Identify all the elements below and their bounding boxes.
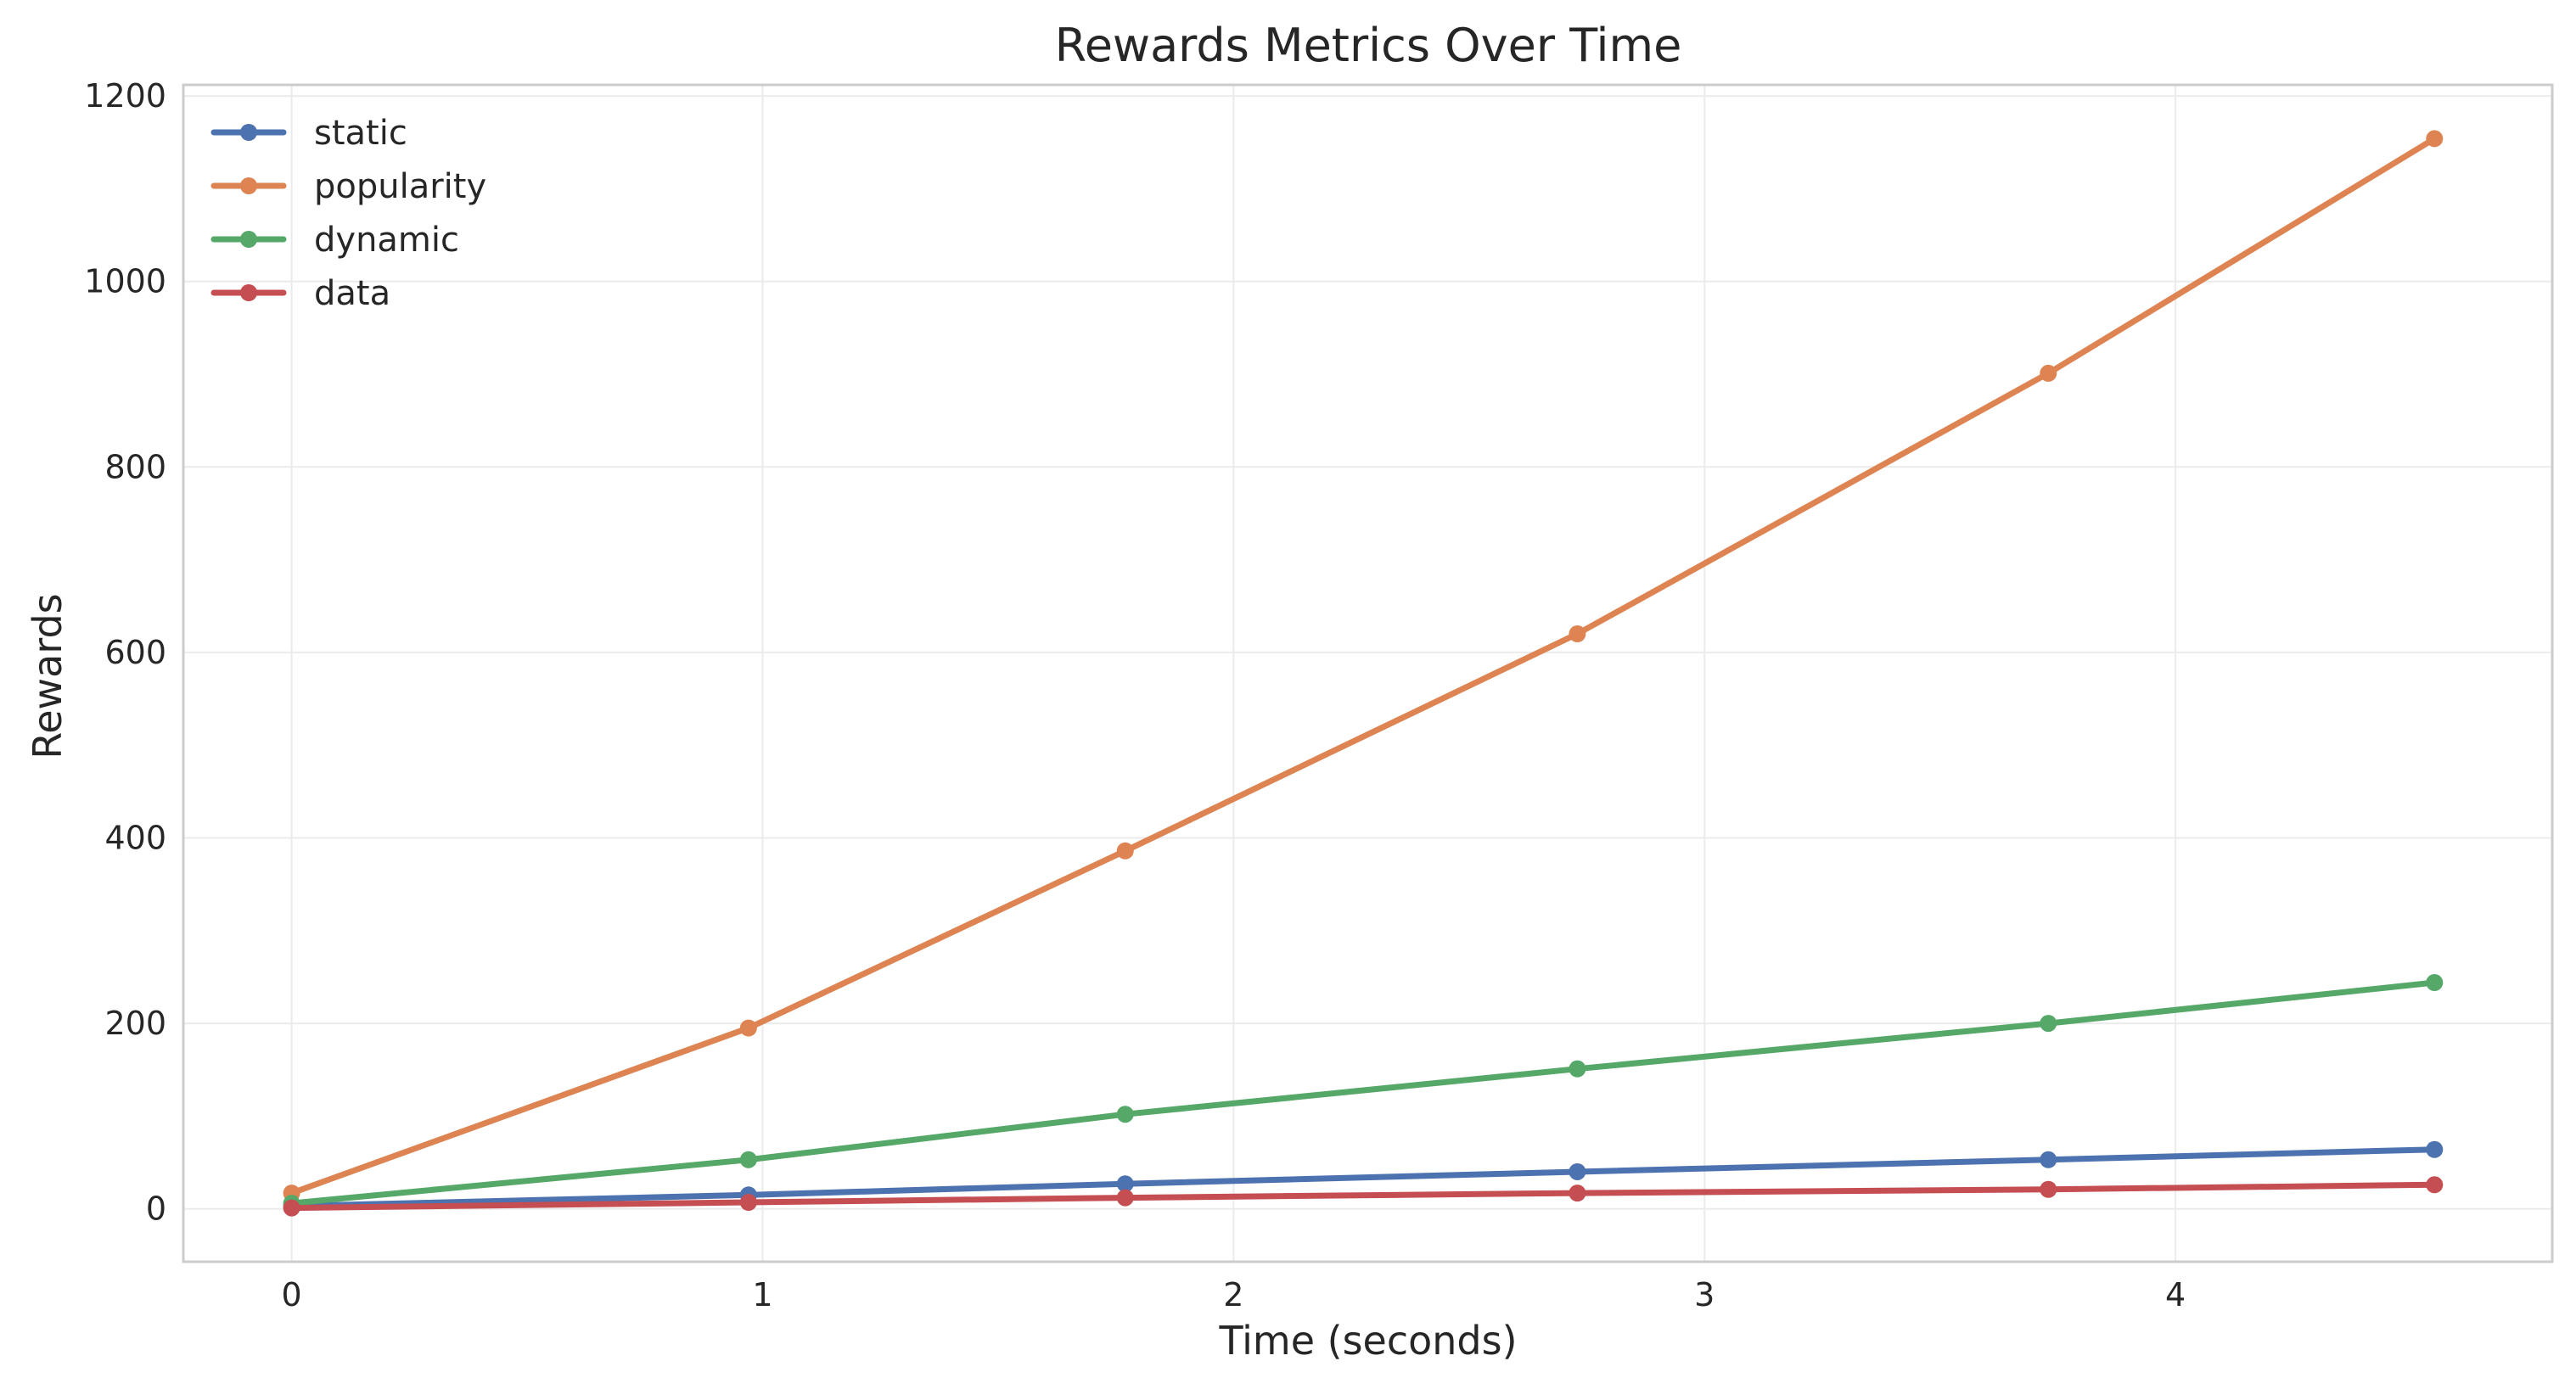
data-point bbox=[739, 1194, 757, 1212]
x-tick-label: 0 bbox=[282, 1276, 302, 1313]
series-data bbox=[283, 1176, 2444, 1217]
data-point bbox=[1116, 1175, 1134, 1193]
data-point bbox=[2040, 1151, 2057, 1168]
x-tick-label: 1 bbox=[752, 1276, 772, 1313]
series-lines bbox=[283, 130, 2444, 1217]
data-point bbox=[1116, 1106, 1134, 1123]
series-dynamic bbox=[283, 974, 2444, 1213]
data-point bbox=[1116, 1189, 1134, 1207]
series-line bbox=[289, 1146, 2438, 1209]
data-point bbox=[2426, 974, 2444, 992]
data-point bbox=[739, 1151, 757, 1168]
data-point bbox=[1569, 1185, 1586, 1202]
y-tick-label: 400 bbox=[104, 820, 166, 857]
data-point bbox=[283, 1199, 300, 1217]
y-tick-label: 800 bbox=[104, 448, 166, 485]
data-point bbox=[2426, 1140, 2444, 1158]
data-point bbox=[2040, 364, 2057, 382]
legend-swatch-marker bbox=[240, 284, 257, 301]
x-axis-ticks: 0 1 2 3 4 bbox=[282, 1276, 2186, 1313]
legend-item: dynamic bbox=[210, 221, 459, 260]
y-tick-label: 200 bbox=[104, 1005, 166, 1042]
legend-label: popularity bbox=[314, 167, 486, 206]
x-tick-label: 3 bbox=[1694, 1276, 1715, 1313]
y-axis-label: Rewards bbox=[25, 593, 70, 759]
legend-swatch-marker bbox=[240, 124, 257, 141]
data-point bbox=[1569, 1060, 1586, 1078]
data-point bbox=[1116, 842, 1134, 860]
chart-title: Rewards Metrics Over Time bbox=[1055, 19, 1682, 72]
grid-lines bbox=[183, 85, 2552, 1262]
plot-area bbox=[182, 83, 2554, 1263]
y-tick-label: 1200 bbox=[84, 77, 166, 115]
legend-label: data bbox=[314, 274, 390, 313]
y-axis-ticks: 0 200 400 600 800 1000 1200 bbox=[84, 77, 166, 1228]
legend-item: data bbox=[210, 274, 390, 313]
series-line bbox=[289, 979, 2438, 1207]
y-tick-label: 0 bbox=[146, 1190, 166, 1228]
data-point bbox=[2040, 1015, 2057, 1033]
data-point bbox=[1569, 625, 1586, 643]
data-point bbox=[2426, 1176, 2444, 1194]
series-line bbox=[289, 1181, 2438, 1212]
x-axis-label: Time (seconds) bbox=[1218, 1318, 1517, 1364]
legend-item: popularity bbox=[210, 167, 486, 206]
data-point bbox=[2040, 1180, 2057, 1198]
x-tick-label: 2 bbox=[1223, 1276, 1243, 1313]
legend-swatch-marker bbox=[240, 231, 257, 248]
legend-swatch-marker bbox=[240, 177, 257, 194]
y-tick-label: 1000 bbox=[84, 263, 166, 300]
data-point bbox=[2426, 130, 2444, 148]
data-point bbox=[1569, 1162, 1586, 1180]
data-point bbox=[739, 1019, 757, 1037]
legend: static popularity dynamic data bbox=[210, 114, 486, 313]
series-line bbox=[289, 135, 2438, 1196]
x-tick-label: 4 bbox=[2165, 1276, 2186, 1313]
series-popularity bbox=[283, 130, 2444, 1202]
legend-label: static bbox=[314, 114, 407, 153]
legend-label: dynamic bbox=[314, 221, 459, 260]
y-tick-label: 600 bbox=[104, 634, 166, 671]
legend-item: static bbox=[210, 114, 407, 153]
